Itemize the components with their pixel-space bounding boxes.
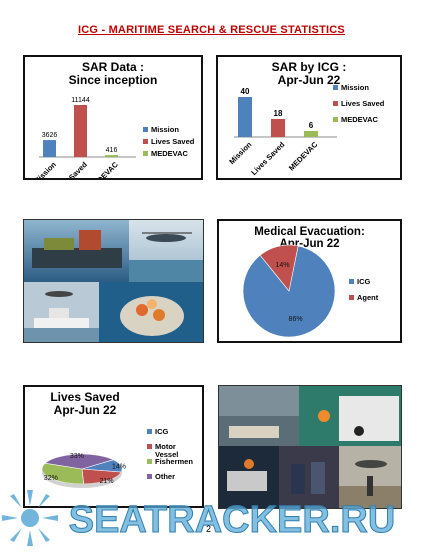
chart-title-line-1: Medical Evacuation: (254, 226, 365, 238)
bar-data-label: 6 (309, 121, 314, 130)
chart-title-line-1: SAR by ICG : (271, 60, 347, 74)
rescue-photo-collage-top (23, 219, 204, 343)
x-tick-label: Mission (227, 140, 253, 166)
legend-swatch (143, 151, 148, 156)
legend-swatch (333, 101, 338, 106)
chart-title-line-2: Apr-Jun 22 (53, 402, 117, 417)
chart-title-line-2: Since inception (68, 72, 158, 87)
legend-swatch (147, 474, 152, 479)
chart-title-line-1: Lives Saved (50, 390, 120, 404)
legend-label: MEDEVAC (341, 115, 379, 124)
legend-label: Vessel (155, 450, 178, 459)
chart-title: Lives Saved Apr-Jun 22 (25, 391, 145, 416)
legend-swatch (143, 139, 148, 144)
legend-swatch (333, 117, 338, 122)
legend-label: Lives Saved (341, 99, 385, 108)
pie-data-label: 21% (100, 478, 114, 485)
pie-chart-svg: 86% 14% ICG Agent (242, 244, 379, 338)
pie-data-label: 14% (112, 464, 126, 471)
legend-label: Fishermen (155, 457, 193, 466)
x-tick-label: Lives Saved (52, 160, 89, 178)
bar (43, 140, 56, 157)
bar (271, 119, 285, 137)
x-tick-label: Lives Saved (249, 140, 286, 177)
bar-chart-svg: 3626 Mission 11144 Lives Saved 416 MEDEVAC Mis… (32, 97, 195, 178)
sar-since-inception-chart: SAR Data : Since inception 3626 Mission 11… (23, 55, 203, 180)
legend-label: MEDEVAC (151, 149, 189, 158)
bar (304, 131, 318, 137)
chart-title-line-2: Apr-Jun 22 (277, 72, 341, 87)
legend-swatch (143, 127, 148, 132)
bar-data-label: 18 (274, 109, 283, 118)
legend-label: ICG (155, 427, 169, 436)
legend-swatch (349, 295, 354, 300)
pie-slice (41, 462, 85, 485)
bar-data-label: 40 (241, 87, 250, 96)
x-tick-label: Mission (32, 160, 58, 178)
medical-evacuation-chart: Medical Evacuation: Apr-Jun 22 86% 14% ICG… (217, 219, 402, 343)
pie-slice (259, 244, 299, 292)
pie-data-label: 32% (44, 475, 58, 482)
x-tick-label: MEDEVAC (87, 160, 120, 178)
bar (74, 104, 87, 157)
pie-depth-rim (42, 469, 122, 488)
chart-title-line-1: SAR Data : (81, 60, 144, 74)
legend-label: ICG (357, 277, 371, 286)
legend-swatch (147, 459, 152, 464)
bar-data-label: 416 (106, 147, 118, 154)
lives-saved-chart: Lives Saved Apr-Jun 22 14% 21% 32% 33% ICG Mo… (23, 385, 204, 508)
legend-swatch (147, 429, 152, 434)
bar-data-label: 3626 (42, 132, 58, 139)
rescue-photos-image (24, 220, 203, 342)
seatracker-watermark: SEATRACKER.RU (0, 488, 423, 548)
bar (238, 97, 252, 137)
page-title: ICG - MARITIME SEARCH & RESCUE STATISTIC… (78, 24, 345, 36)
page-number: 2 (206, 524, 212, 534)
x-tick-label: MEDEVAC (287, 140, 320, 173)
rescue-photo-collage-bottom (218, 385, 402, 509)
legend-label: Other (155, 472, 175, 481)
pie-slice (81, 468, 122, 485)
bar-data-label: 11144 (71, 97, 90, 104)
legend-swatch (349, 279, 354, 284)
pie-data-label: 14% (275, 262, 289, 269)
watermark-text: SEATRACKER.RU (69, 499, 396, 541)
legend-swatch (147, 444, 152, 449)
legend-label: Motor (155, 442, 176, 451)
legend-swatch (333, 85, 338, 90)
pie-data-label: 33% (70, 453, 84, 460)
pie-slice (44, 453, 115, 470)
legend-label: Lives Saved (151, 137, 195, 146)
chart-title: SAR Data : Since inception (25, 61, 201, 86)
sar-by-icg-chart: SAR by ICG : Apr-Jun 22 40 Mission 18 Lives… (216, 55, 402, 180)
rescue-operations-image (219, 386, 401, 508)
chart-title: SAR by ICG : Apr-Jun 22 (218, 61, 400, 86)
legend-label: Mission (151, 125, 179, 134)
legend-label: Mission (341, 83, 369, 92)
legend-label: Agent (357, 293, 379, 302)
pie-data-label: 86% (289, 316, 303, 323)
bar (105, 155, 118, 157)
